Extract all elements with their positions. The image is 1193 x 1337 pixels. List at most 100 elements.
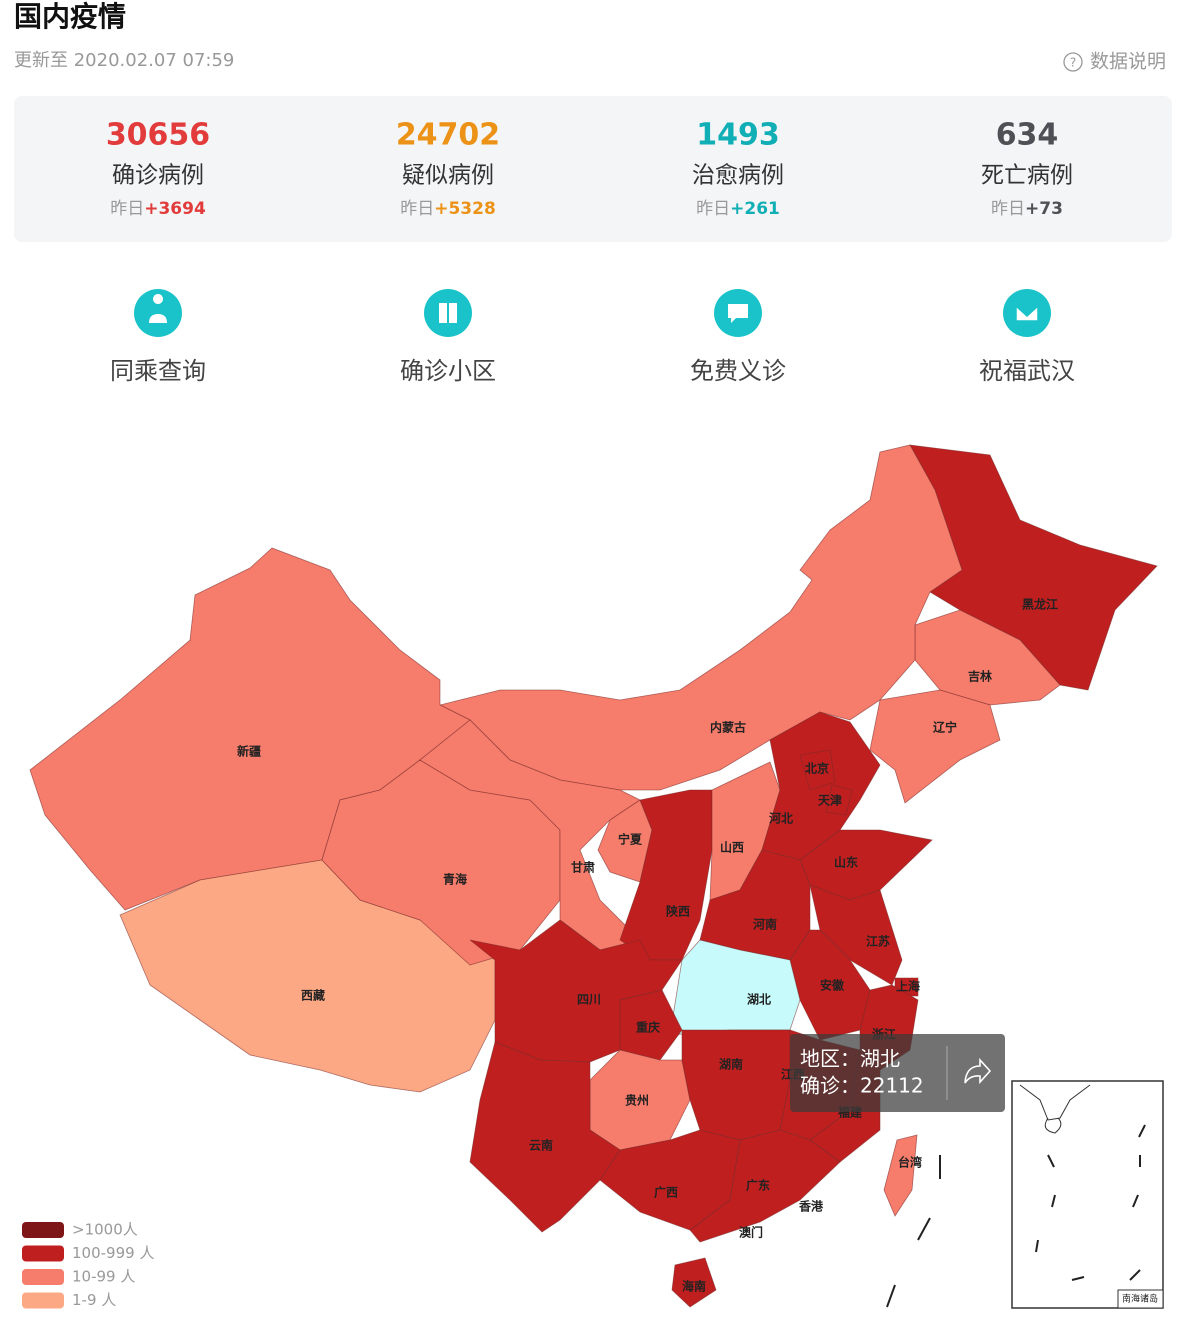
link-icon xyxy=(1015,305,1039,322)
stat-prefix: 昨日 xyxy=(696,199,730,219)
tooltip-count: 确诊：22112 xyxy=(800,1074,924,1098)
inset-frame xyxy=(1011,1080,1164,1309)
inset: 南海诸岛 xyxy=(1011,1080,1164,1309)
stat-delta: +3694 xyxy=(144,199,206,219)
stat-yesterday: 昨日+73 xyxy=(991,199,1063,219)
province-label: 宁夏 xyxy=(618,832,643,847)
province-label: 山东 xyxy=(834,855,858,870)
inset-coast xyxy=(1019,1084,1091,1134)
page-title: 国内疫情 xyxy=(14,0,126,33)
stats-card xyxy=(14,96,1172,242)
stat-value: 634 xyxy=(996,118,1059,153)
legend-label: 100-999 人 xyxy=(72,1244,154,1262)
province-label: 广东 xyxy=(746,1178,770,1193)
quick-links: 同乘查询 确诊小区 免费义诊 祝福武汉 xyxy=(110,289,1075,385)
province-label: 辽宁 xyxy=(933,720,957,735)
stat-label: 确诊病例 xyxy=(112,163,204,189)
province-label: 湖南 xyxy=(719,1057,743,1072)
stat-delta: +5328 xyxy=(434,199,496,219)
tooltip: 地区：湖北 确诊：22112 xyxy=(790,1034,1005,1112)
stat-delta: +261 xyxy=(730,199,780,219)
legend-swatch[interactable] xyxy=(22,1222,64,1238)
legend-swatch[interactable] xyxy=(22,1269,64,1285)
province-label: 上海 xyxy=(896,979,920,994)
link-label: 免费义诊 xyxy=(690,357,786,385)
legend-swatch[interactable] xyxy=(22,1292,64,1309)
link-icon xyxy=(149,294,167,323)
link-icon xyxy=(728,304,748,323)
province[interactable] xyxy=(914,609,1061,706)
province-label: 黑龙江 xyxy=(1022,597,1058,612)
stat-value: 24702 xyxy=(396,118,500,153)
stat-prefix: 昨日 xyxy=(400,199,434,219)
help-text: 数据说明 xyxy=(1090,51,1166,73)
sea-dashes xyxy=(886,1155,941,1308)
province-label: 广西 xyxy=(654,1185,678,1200)
inset-label-box xyxy=(1117,1289,1164,1309)
province-label: 安徽 xyxy=(820,978,845,993)
stat-yesterday: 昨日+5328 xyxy=(400,199,496,219)
province-label: 台湾 xyxy=(898,1155,922,1170)
stat-yesterday: 昨日+261 xyxy=(696,199,780,219)
province-label: 新疆 xyxy=(237,744,261,759)
province-label: 甘肃 xyxy=(571,860,595,875)
help-icon xyxy=(1063,52,1083,72)
province-label: 海南 xyxy=(682,1279,706,1294)
help-link[interactable]: ? 数据说明 xyxy=(1063,51,1166,73)
province-label: 河北 xyxy=(768,811,793,826)
province-label: 北京 xyxy=(805,761,829,776)
province[interactable] xyxy=(689,1129,841,1243)
province[interactable] xyxy=(29,547,471,911)
province[interactable] xyxy=(883,1134,918,1217)
province[interactable] xyxy=(671,1257,717,1308)
province-label: 云南 xyxy=(529,1138,553,1153)
link-icon-bg xyxy=(1003,289,1051,337)
quick-link[interactable]: 同乘查询 xyxy=(110,289,206,385)
stat-value: 1493 xyxy=(696,118,780,153)
inset-label: 南海诸岛 xyxy=(1122,1293,1158,1305)
stat-yesterday: 昨日+3694 xyxy=(110,199,206,219)
province-label: 河南 xyxy=(752,917,777,932)
link-label: 祝福武汉 xyxy=(979,357,1075,385)
stat-delta: +73 xyxy=(1025,199,1063,219)
province-label: 青海 xyxy=(443,872,467,887)
tooltip-region: 地区：湖北 xyxy=(800,1047,900,1071)
stats: 30656确诊病例昨日+369424702疑似病例昨日+53281493治愈病例… xyxy=(106,118,1073,220)
tooltip-box xyxy=(790,1034,1005,1112)
stat-label: 治愈病例 xyxy=(692,163,784,189)
province[interactable] xyxy=(469,1041,621,1233)
province-label: 内蒙古 xyxy=(710,720,746,735)
link-icon xyxy=(439,303,457,323)
quick-link[interactable]: 确诊小区 xyxy=(400,289,496,385)
province-label: 天津 xyxy=(818,793,842,808)
province-label: 陕西 xyxy=(666,904,690,919)
province-label: 重庆 xyxy=(636,1020,660,1035)
stat-prefix: 昨日 xyxy=(110,199,144,219)
province[interactable] xyxy=(681,1029,791,1141)
legend-label: 10-99 人 xyxy=(72,1268,135,1286)
legend: >1000人 100-999 人 10-99 人 1-9 人 xyxy=(22,1221,154,1309)
province-label: 山西 xyxy=(720,840,744,855)
legend-label: >1000人 xyxy=(72,1221,138,1239)
province-label: 香港 xyxy=(798,1199,824,1214)
province-label: 江苏 xyxy=(866,934,890,949)
province[interactable] xyxy=(419,719,641,951)
inset-dashes xyxy=(1035,1124,1146,1281)
province-label: 西藏 xyxy=(301,988,325,1003)
share-icon[interactable] xyxy=(964,1057,992,1085)
province[interactable] xyxy=(869,689,1001,804)
province[interactable] xyxy=(825,784,853,816)
quick-link[interactable]: 免费义诊 xyxy=(690,289,786,385)
stat-label: 死亡病例 xyxy=(981,163,1073,189)
link-label: 同乘查询 xyxy=(110,357,206,385)
quick-link[interactable]: 祝福武汉 xyxy=(979,289,1075,385)
province[interactable] xyxy=(799,749,836,791)
province-label: 湖北 xyxy=(747,992,771,1007)
stat-prefix: 昨日 xyxy=(991,199,1025,219)
legend-swatch[interactable] xyxy=(22,1245,64,1262)
province-label: 贵州 xyxy=(625,1093,649,1108)
province-label: 吉林 xyxy=(968,669,992,684)
